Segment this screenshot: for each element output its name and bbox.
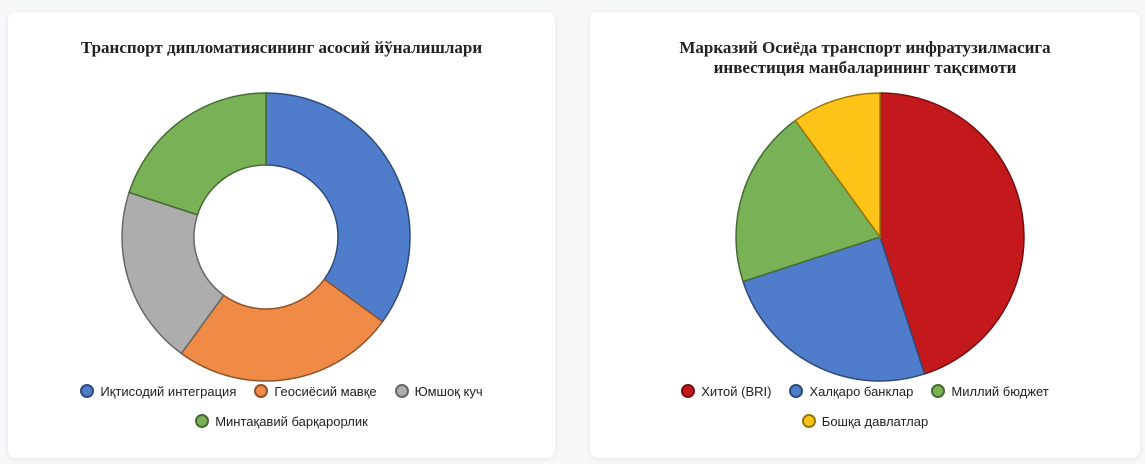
slice bbox=[180, 278, 384, 382]
slice bbox=[121, 191, 225, 355]
legend: Хитой (BRI) Халқаро банклар Миллий бюджет Б… bbox=[620, 382, 1110, 430]
slice bbox=[265, 92, 411, 323]
legend-marker bbox=[801, 414, 816, 428]
slice bbox=[735, 119, 882, 283]
legend-label: Халқаро банклар bbox=[809, 383, 914, 399]
slice bbox=[879, 92, 1025, 375]
legend-marker bbox=[394, 384, 409, 398]
slice bbox=[794, 92, 881, 240]
legend-marker bbox=[80, 384, 95, 398]
legend-item[interactable]: Юмшоқ куч bbox=[394, 382, 483, 400]
legend-marker bbox=[195, 414, 210, 428]
legend-label: Минтақавий барқарорлик bbox=[215, 413, 368, 429]
legend-label: Миллий бюджет bbox=[951, 383, 1049, 399]
chart-title: Марказий Осиёда транспорт инфратузилмаси… bbox=[679, 38, 1051, 77]
slice bbox=[742, 236, 926, 382]
legend-label: Юмшоқ куч bbox=[414, 383, 483, 399]
legend-label: Иқтисодий интеграция bbox=[100, 383, 237, 399]
chart-title: Транспорт дипломатиясининг асосий йўнали… bbox=[80, 38, 483, 57]
legend-item[interactable]: Иқтисодий интеграция bbox=[80, 382, 236, 400]
legend-item[interactable]: Геосиёсий мавқе bbox=[254, 382, 377, 400]
legend-item[interactable]: Минтақавий барқарорлик bbox=[195, 412, 368, 430]
legend-marker bbox=[789, 384, 804, 398]
legend: Иқтисодий интеграция Геосиёсий мавқе Юмшоқ… bbox=[38, 382, 525, 430]
legend-label: Хитой (BRI) bbox=[701, 383, 772, 399]
legend-marker bbox=[681, 384, 696, 398]
legend-label: Геосиёсий мавқе bbox=[274, 383, 377, 399]
legend-item[interactable]: Хитой (BRI) bbox=[681, 382, 771, 400]
legend-marker bbox=[931, 384, 946, 398]
legend-item[interactable]: Халқаро банклар bbox=[789, 382, 913, 400]
legend-label: Бошқа давлатлар bbox=[821, 413, 929, 429]
chart bbox=[735, 92, 1025, 382]
legend-item[interactable]: Бошқа давлатлар bbox=[801, 412, 929, 430]
chart bbox=[121, 92, 411, 382]
chart-card: Транспорт дипломатиясининг асосий йўнали… bbox=[8, 12, 555, 458]
chart-card: Марказий Осиёда транспорт инфратузилмаси… bbox=[590, 12, 1140, 458]
legend-marker bbox=[254, 384, 269, 398]
slice bbox=[128, 92, 267, 216]
legend-item[interactable]: Миллий бюджет bbox=[931, 382, 1049, 400]
